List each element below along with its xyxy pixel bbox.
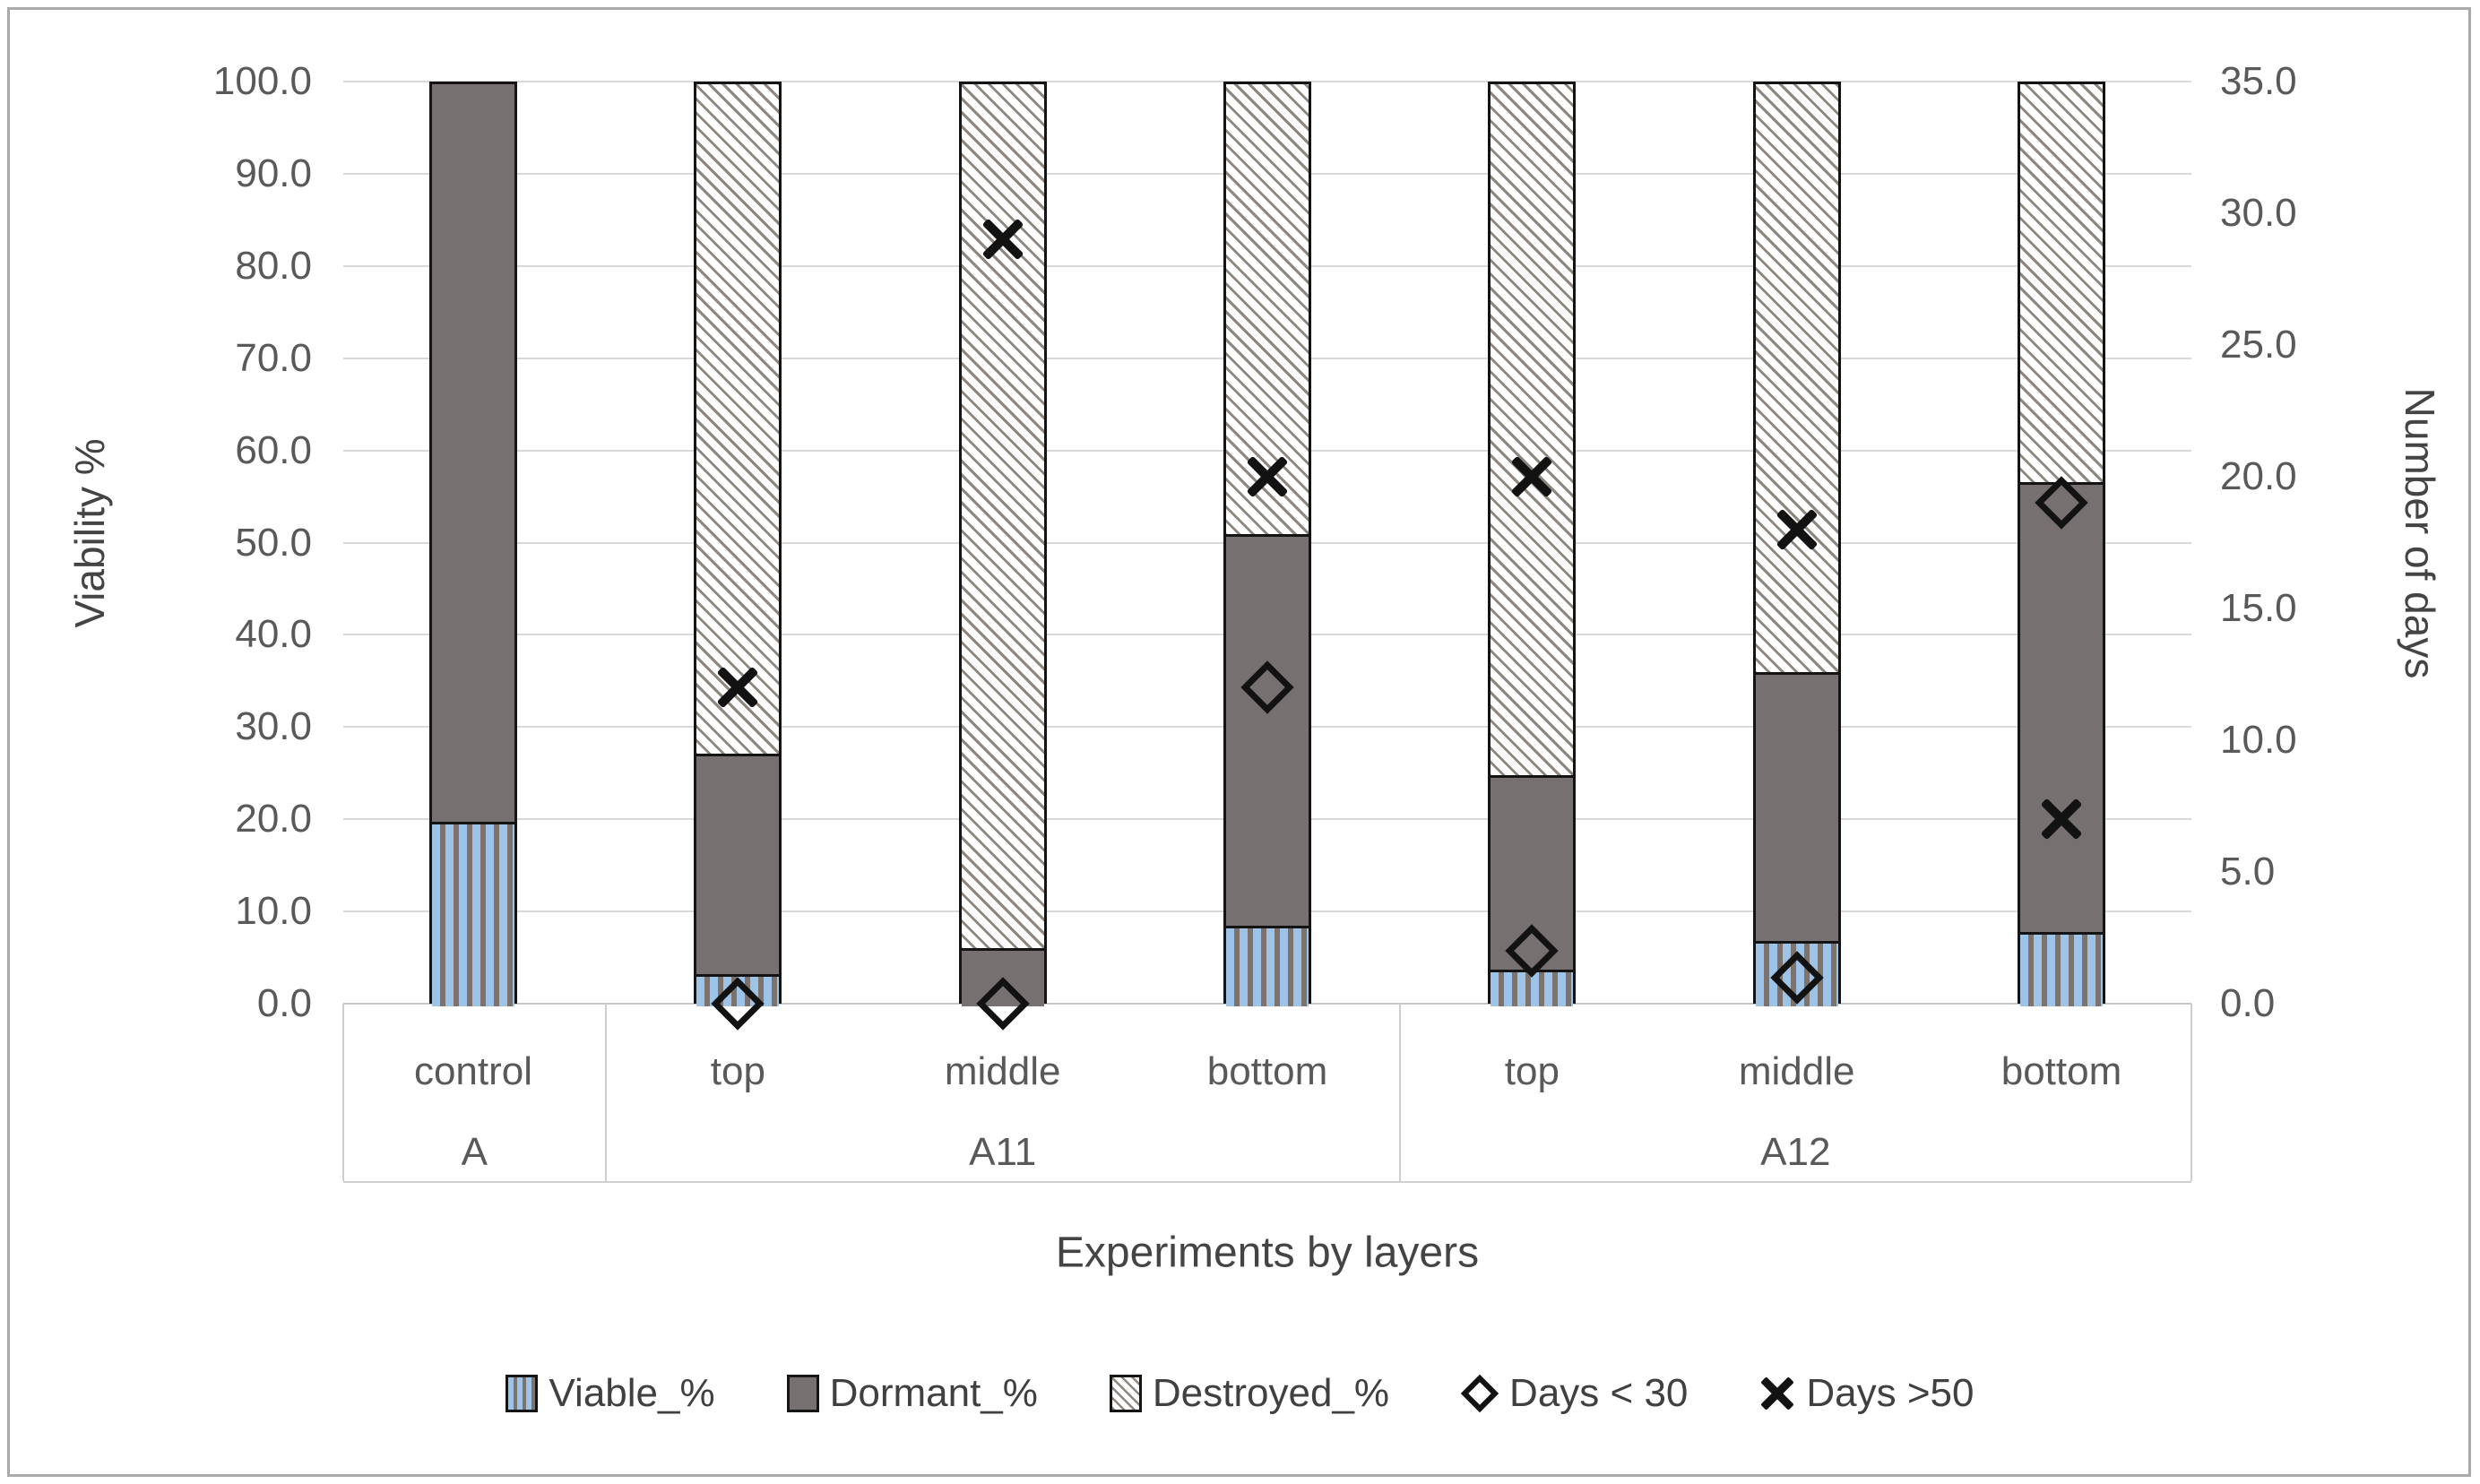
right-axis-tick-label: 35.0 <box>2220 59 2297 103</box>
bar-A12-bottom <box>2018 82 2105 1006</box>
bar-segment-dormant <box>696 754 780 978</box>
legend-swatch-dormant <box>786 1375 819 1412</box>
group-label-A: A <box>461 1130 488 1174</box>
left-axis-tick-label: 30.0 <box>235 704 312 749</box>
right-axis-tick-label: 5.0 <box>2220 850 2276 893</box>
bar-segment-viable <box>2020 931 2103 1006</box>
right-axis-tick-label: 30.0 <box>2220 191 2297 235</box>
legend-item-days-50: Days >50 <box>1759 1371 1974 1416</box>
legend-item-dormant-: Dormant_% <box>786 1371 1038 1416</box>
legend-swatch-destroyed <box>1109 1375 1142 1412</box>
legend-label: Destroyed_% <box>1152 1371 1390 1415</box>
bar-segment-dormant <box>1226 534 1309 928</box>
category-box-bottom-line <box>343 1181 2191 1183</box>
legend-item-destroyed-: Destroyed_% <box>1109 1371 1390 1416</box>
left-axis-tick-label: 20.0 <box>235 797 312 841</box>
legend-item-viable-: Viable_% <box>506 1371 715 1416</box>
left-axis-tick-label: 50.0 <box>235 520 312 565</box>
category-box-divider <box>342 1004 344 1181</box>
legend-item-days-30: Days < 30 <box>1460 1371 1689 1416</box>
legend-label: Dormant_% <box>829 1371 1038 1415</box>
left-axis-tick-label: 80.0 <box>235 243 312 288</box>
group-label-A11: A11 <box>969 1130 1037 1174</box>
days-gt-50-marker <box>1245 454 1290 499</box>
right-axis-tick-label: 0.0 <box>2220 981 2276 1025</box>
bar-segment-dormant <box>1491 774 1574 972</box>
bar-segment-dormant <box>2020 481 2103 935</box>
bar-A12-middle <box>1752 82 1841 1006</box>
figure-frame-border <box>7 7 2471 1477</box>
bar-A11-top <box>694 82 782 1006</box>
bar-segment-dormant <box>1755 671 1838 944</box>
bar-segment-viable <box>1491 969 1574 1006</box>
legend-label: Days >50 <box>1806 1371 1974 1415</box>
legend-diamond-icon <box>1460 1374 1499 1413</box>
right-axis-tick-label: 25.0 <box>2220 323 2297 367</box>
category-label-control: control <box>413 1049 533 1093</box>
category-label-middle: middle <box>1738 1049 1855 1093</box>
legend: Viable_% Dormant_% Destroyed_% Days < 30 Day… <box>0 1349 2480 1438</box>
bar-A12-top <box>1488 82 1577 1006</box>
group-label-A12: A12 <box>1760 1130 1831 1174</box>
category-label-middle: middle <box>944 1049 1061 1093</box>
legend-swatch-viable <box>506 1375 539 1412</box>
bar-segment-dormant <box>961 948 1044 1006</box>
left-axis-tick-label: 90.0 <box>235 151 312 195</box>
days-gt-50-marker <box>981 217 1025 262</box>
category-label-top: top <box>1504 1049 1560 1093</box>
bar-segment-dormant <box>432 84 514 825</box>
left-axis-tick-label: 10.0 <box>235 889 312 934</box>
category-label-bottom: bottom <box>1206 1049 1328 1093</box>
left-axis-tick-label: 70.0 <box>235 335 312 380</box>
category-box-divider <box>2191 1004 2192 1181</box>
bar-segment-destroyed <box>2020 84 2103 485</box>
bar-segment-destroyed <box>961 84 1044 952</box>
bar-segment-destroyed <box>1755 84 1838 675</box>
bar-A-control <box>429 82 517 1006</box>
category-box-divider <box>1398 1004 1401 1181</box>
bar-segment-viable <box>432 822 514 1006</box>
days-gt-50-marker <box>1775 507 1819 552</box>
left-axis-tick-label: 100.0 <box>212 59 312 103</box>
left-axis-tick-label: 0.0 <box>256 981 312 1025</box>
right-axis-tick-label: 10.0 <box>2220 718 2297 762</box>
category-box-divider <box>604 1004 607 1181</box>
right-axis-tick-label: 20.0 <box>2220 454 2297 498</box>
left-axis-tick-label: 60.0 <box>235 427 312 472</box>
right-axis-title: Number of days <box>2397 387 2443 679</box>
left-axis-title: Viability % <box>66 438 113 628</box>
category-label-bottom: bottom <box>2000 1049 2122 1093</box>
days-gt-50-marker <box>1509 454 1554 499</box>
legend-x-icon <box>1759 1376 1795 1411</box>
legend-label: Viable_% <box>549 1371 715 1415</box>
bar-segment-viable <box>696 974 780 1006</box>
legend-label: Days < 30 <box>1509 1371 1689 1415</box>
days-gt-50-marker <box>715 665 760 710</box>
bar-A11-bottom <box>1223 82 1311 1006</box>
bar-segment-destroyed <box>1491 84 1574 778</box>
bar-segment-destroyed <box>696 84 780 757</box>
category-label-top: top <box>710 1049 765 1093</box>
bar-segment-viable <box>1226 925 1309 1006</box>
days-gt-50-marker <box>2039 797 2084 841</box>
left-axis-tick-label: 40.0 <box>235 612 312 657</box>
right-axis-tick-label: 15.0 <box>2220 586 2297 630</box>
x-axis-title: Experiments by layers <box>1055 1229 1480 1277</box>
bar-segment-viable <box>1755 941 1838 1006</box>
